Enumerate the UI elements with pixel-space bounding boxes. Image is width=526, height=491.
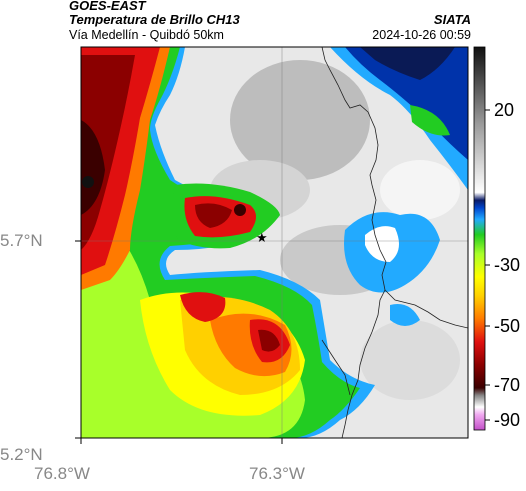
title-route: Vía Medellín - Quibdó 50km — [69, 28, 224, 42]
colorbar — [473, 46, 486, 431]
lon-label-left: 76.8°W — [34, 464, 90, 483]
location-marker: ★ — [256, 230, 268, 245]
colorbar-label-minus70: -70 — [494, 375, 521, 395]
lon-label-right: 76.3°W — [249, 464, 305, 483]
colorbar-label-20: 20 — [494, 100, 515, 120]
lat-label-upper: 5.7°N — [0, 231, 43, 250]
borders — [321, 47, 468, 438]
gridlines — [81, 47, 468, 438]
title-organization: SIATA — [433, 12, 471, 27]
colorbar-label-minus50: -50 — [494, 316, 521, 336]
colorbar-label-minus90: -90 — [494, 410, 521, 430]
colorbar-label-minus30: -30 — [494, 255, 521, 275]
map-imagery — [81, 47, 468, 438]
map-frame — [80, 46, 469, 439]
axis-ticks — [75, 240, 283, 444]
title-satellite: GOES-EAST — [69, 0, 146, 13]
colorbar-ticks — [485, 109, 490, 421]
lat-label-lower: 5.2°N — [0, 445, 43, 464]
title-product: Temperatura de Brillo CH13 — [69, 12, 240, 27]
title-timestamp: 2024-10-26 00:59 — [372, 28, 471, 42]
